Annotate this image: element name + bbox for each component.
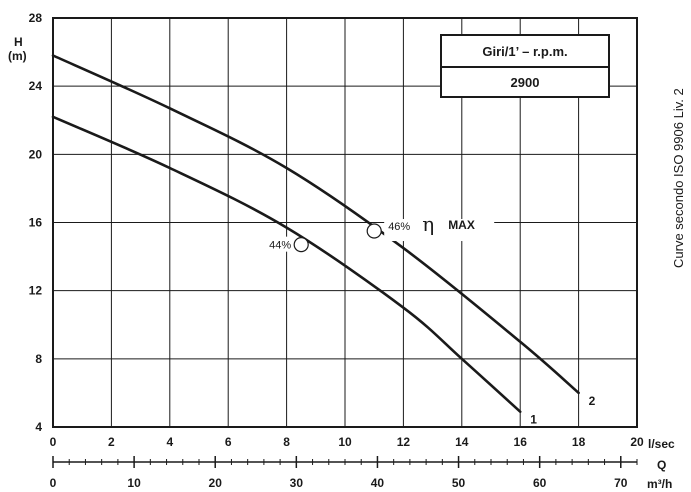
y-tick-label: 4 xyxy=(35,420,42,434)
x-m3h-tick-label: 10 xyxy=(127,476,141,490)
speed-box-header: Giri/1’ – r.p.m. xyxy=(482,44,567,59)
eta-symbol: η xyxy=(422,212,434,236)
x-axis-m3h: 0 10 20 30 40 50 60 70 xyxy=(50,456,638,490)
efficiency-label-1: 44% xyxy=(269,240,291,252)
curve-1 xyxy=(51,115,522,413)
speed-box-header-cell xyxy=(440,34,610,68)
annotations: 44% 46% η MAX xyxy=(269,212,495,253)
y-tick-label: 28 xyxy=(29,11,43,25)
x-lsec-tick-label: 18 xyxy=(572,435,586,449)
speed-box-value: 2900 xyxy=(511,75,540,90)
efficiency-label-2: 46% xyxy=(388,221,410,233)
x-lsec-tick-label: 0 xyxy=(50,435,57,449)
plot-frame xyxy=(52,17,638,428)
x-lsec-tick-label: 2 xyxy=(108,435,115,449)
y-tick-label: 8 xyxy=(35,352,42,366)
y-tick-label: 12 xyxy=(29,284,43,298)
x-lsec-tick-label: 6 xyxy=(225,435,232,449)
y-axis-unit: (m) xyxy=(8,49,27,63)
x-m3h-tick-label: 40 xyxy=(371,476,385,490)
x-axis-m3h-unit: m³/h xyxy=(647,477,672,491)
efficiency-point-1 xyxy=(293,237,309,253)
x-m3h-tick-label: 20 xyxy=(209,476,223,490)
curve-label-1: 1 xyxy=(530,413,537,427)
x-m3h-tick-label: 60 xyxy=(533,476,547,490)
x-lsec-tick-label: 16 xyxy=(514,435,528,449)
y-tick-label: 16 xyxy=(29,216,43,230)
x-m3h-tick-label: 50 xyxy=(452,476,466,490)
y-axis-ticks: 4 8 12 16 20 24 28 xyxy=(29,11,43,434)
speed-box: Giri/1’ – r.p.m. 2900 xyxy=(440,34,610,98)
iso-side-note: Curve secondo ISO 9906 Liv. 2 xyxy=(671,88,686,268)
y-axis-label: H xyxy=(14,35,23,49)
x-lsec-tick-label: 10 xyxy=(338,435,352,449)
curve-2 xyxy=(51,54,580,395)
x-axis-lsec-unit: l/sec xyxy=(648,437,675,451)
eta-max-label: MAX xyxy=(448,218,475,232)
point-2-label-bg xyxy=(384,219,495,242)
y-tick-label: 24 xyxy=(29,79,43,93)
x-m3h-tick-label: 30 xyxy=(290,476,304,490)
x-axis-lsec-ticks: 0 2 4 6 8 10 12 14 16 18 20 xyxy=(50,435,644,449)
x-lsec-tick-label: 4 xyxy=(166,435,173,449)
x-axis-m3h-label: Q xyxy=(657,458,666,472)
y-tick-label: 20 xyxy=(29,147,43,161)
x-lsec-tick-label: 14 xyxy=(455,435,469,449)
x-lsec-tick-label: 8 xyxy=(283,435,290,449)
curves: 12 xyxy=(51,54,596,427)
x-lsec-tick-label: 20 xyxy=(630,435,644,449)
efficiency-point-2 xyxy=(366,223,382,239)
speed-box-value-cell xyxy=(440,66,610,98)
curve-label-2: 2 xyxy=(589,394,596,408)
x-m3h-tick-label: 70 xyxy=(614,476,628,490)
x-lsec-tick-label: 12 xyxy=(397,435,411,449)
point-1-label-bg xyxy=(271,236,298,252)
x-m3h-tick-label: 0 xyxy=(50,476,57,490)
